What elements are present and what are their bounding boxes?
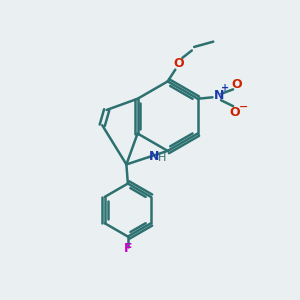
Text: O: O xyxy=(231,78,242,92)
Text: O: O xyxy=(173,57,184,70)
Text: O: O xyxy=(230,106,241,119)
Text: N: N xyxy=(148,150,159,163)
Text: +: + xyxy=(221,83,230,93)
Text: F: F xyxy=(124,242,132,255)
Text: −: − xyxy=(239,102,248,112)
Text: H: H xyxy=(158,153,166,163)
Text: N: N xyxy=(214,89,224,102)
